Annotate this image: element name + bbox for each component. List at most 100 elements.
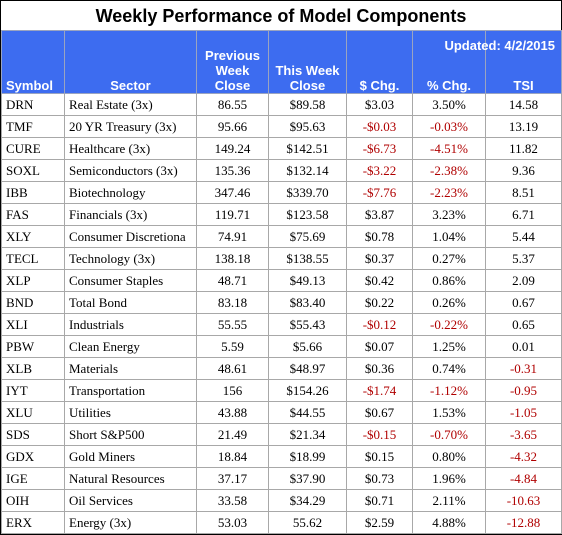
cell-symbol: GDX	[1, 445, 65, 468]
table-row: XLY Consumer Discretiona 74.91 $75.69 $0.78 1…	[1, 225, 562, 248]
header-previous-line1: Previous	[205, 48, 260, 63]
cell-symbol: TMF	[1, 115, 65, 138]
cell-previous-close: 53.03	[196, 511, 269, 534]
cell-sector: Technology (3x)	[64, 247, 197, 270]
cell-percent-change: 0.74%	[412, 357, 486, 380]
cell-previous-close: 74.91	[196, 225, 269, 248]
cell-percent-change: -4.51%	[412, 137, 486, 160]
cell-percent-change: -2.23%	[412, 181, 486, 204]
cell-this-week-close: $55.43	[268, 313, 347, 336]
cell-symbol: SDS	[1, 423, 65, 446]
cell-symbol: SOXL	[1, 159, 65, 182]
cell-percent-change: 3.50%	[412, 93, 486, 116]
cell-sector: Transportation	[64, 379, 197, 402]
cell-sector: Materials	[64, 357, 197, 380]
cell-tsi: -1.05	[485, 401, 562, 424]
cell-tsi: -10.63	[485, 489, 562, 512]
cell-this-week-close: $34.29	[268, 489, 347, 512]
cell-sector: Healthcare (3x)	[64, 137, 197, 160]
cell-tsi: -3.65	[485, 423, 562, 446]
cell-previous-close: 86.55	[196, 93, 269, 116]
cell-dollar-change: $0.73	[346, 467, 413, 490]
cell-this-week-close: $48.97	[268, 357, 347, 380]
cell-tsi: 0.67	[485, 291, 562, 314]
table-row: XLB Materials 48.61 $48.97 $0.36 0.74% -0.31	[1, 357, 562, 380]
cell-percent-change: 3.23%	[412, 203, 486, 226]
cell-this-week-close: $142.51	[268, 137, 347, 160]
table-row: CURE Healthcare (3x) 149.24 $142.51 -$6.73 -4…	[1, 137, 562, 160]
cell-this-week-close: $339.70	[268, 181, 347, 204]
cell-percent-change: -1.12%	[412, 379, 486, 402]
cell-this-week-close: $138.55	[268, 247, 347, 270]
cell-percent-change: 2.11%	[412, 489, 486, 512]
cell-tsi: 0.01	[485, 335, 562, 358]
cell-dollar-change: $0.78	[346, 225, 413, 248]
cell-percent-change: -0.22%	[412, 313, 486, 336]
cell-tsi: -0.31	[485, 357, 562, 380]
cell-percent-change: -2.38%	[412, 159, 486, 182]
table-row: SDS Short S&P500 21.49 $21.34 -$0.15 -0.70% -3…	[1, 423, 562, 446]
cell-this-week-close: $21.34	[268, 423, 347, 446]
cell-tsi: 6.71	[485, 203, 562, 226]
cell-symbol: XLU	[1, 401, 65, 424]
cell-previous-close: 138.18	[196, 247, 269, 270]
cell-dollar-change: $0.07	[346, 335, 413, 358]
cell-tsi: -12.88	[485, 511, 562, 534]
cell-previous-close: 33.58	[196, 489, 269, 512]
cell-previous-close: 18.84	[196, 445, 269, 468]
cell-dollar-change: $0.42	[346, 269, 413, 292]
cell-percent-change: -0.70%	[412, 423, 486, 446]
cell-sector: Biotechnology	[64, 181, 197, 204]
cell-percent-change: 1.04%	[412, 225, 486, 248]
table-row: TMF 20 YR Treasury (3x) 95.66 $95.63 -$0.03-…	[1, 115, 562, 138]
cell-sector: Clean Energy	[64, 335, 197, 358]
cell-symbol: XLP	[1, 269, 65, 292]
cell-previous-close: 95.66	[196, 115, 269, 138]
cell-symbol: XLI	[1, 313, 65, 336]
cell-sector: 20 YR Treasury (3x)	[64, 115, 197, 138]
cell-tsi: 2.09	[485, 269, 562, 292]
cell-previous-close: 347.46	[196, 181, 269, 204]
cell-dollar-change: -$0.03	[346, 115, 413, 138]
header-percent-label: % Chg.	[426, 78, 472, 93]
cell-symbol: OIH	[1, 489, 65, 512]
cell-sector: Short S&P500	[64, 423, 197, 446]
cell-percent-change: 0.80%	[412, 445, 486, 468]
cell-tsi: 9.36	[485, 159, 562, 182]
header-row: Symbol Sector Previous Week Close This W…	[1, 30, 562, 94]
cell-percent-change: 1.25%	[412, 335, 486, 358]
cell-dollar-change: -$0.15	[346, 423, 413, 446]
updated-date: Updated: 4/2/2015	[444, 38, 555, 53]
cell-sector: Financials (3x)	[64, 203, 197, 226]
cell-percent-change: -0.03%	[412, 115, 486, 138]
cell-tsi: -0.95	[485, 379, 562, 402]
cell-sector: Industrials	[64, 313, 197, 336]
header-this-line1: This Week	[275, 63, 340, 78]
cell-sector: Semiconductors (3x)	[64, 159, 197, 182]
cell-percent-change: 0.86%	[412, 269, 486, 292]
cell-tsi: 14.58	[485, 93, 562, 116]
cell-previous-close: 21.49	[196, 423, 269, 446]
cell-sector: Natural Resources	[64, 467, 197, 490]
cell-symbol: BND	[1, 291, 65, 314]
table-row: TECL Technology (3x) 138.18 $138.55 $0.37 0.2…	[1, 247, 562, 270]
header-tsi-label: TSI	[513, 78, 534, 93]
header-symbol: Symbol	[1, 30, 65, 94]
cell-tsi: 13.19	[485, 115, 562, 138]
header-this-week-close: This Week Close	[268, 30, 347, 94]
cell-sector: Consumer Discretiona	[64, 225, 197, 248]
table-row: XLP Consumer Staples 48.71 $49.13 $0.42 0.86%…	[1, 269, 562, 292]
cell-symbol: DRN	[1, 93, 65, 116]
cell-dollar-change: $0.37	[346, 247, 413, 270]
cell-this-week-close: $44.55	[268, 401, 347, 424]
cell-previous-close: 37.17	[196, 467, 269, 490]
table-row: XLU Utilities 43.88 $44.55 $0.67 1.53% -1.05	[1, 401, 562, 424]
cell-sector: Utilities	[64, 401, 197, 424]
cell-symbol: TECL	[1, 247, 65, 270]
cell-dollar-change: $2.59	[346, 511, 413, 534]
cell-symbol: XLY	[1, 225, 65, 248]
cell-symbol: PBW	[1, 335, 65, 358]
cell-dollar-change: $3.03	[346, 93, 413, 116]
cell-this-week-close: $83.40	[268, 291, 347, 314]
